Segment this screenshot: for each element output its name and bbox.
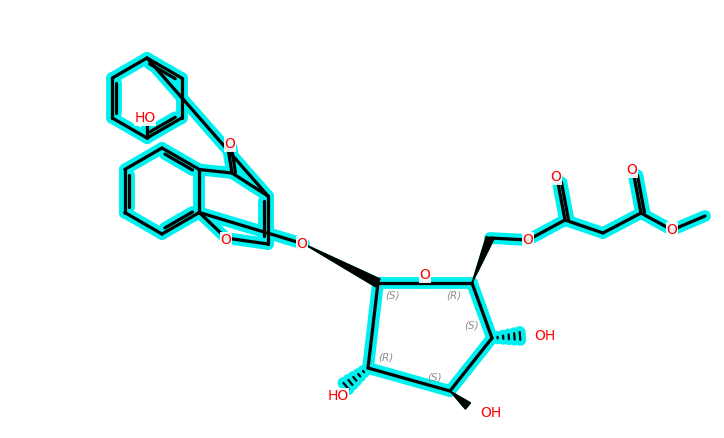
Text: (S): (S) bbox=[465, 321, 479, 331]
Text: (S): (S) bbox=[386, 290, 400, 300]
Text: OH: OH bbox=[480, 406, 501, 420]
Text: O: O bbox=[420, 268, 431, 282]
Text: O: O bbox=[550, 170, 561, 184]
Polygon shape bbox=[472, 237, 494, 283]
Polygon shape bbox=[304, 244, 380, 287]
Polygon shape bbox=[472, 237, 494, 283]
Text: O: O bbox=[667, 223, 678, 237]
Text: O: O bbox=[523, 233, 534, 247]
Text: (S): (S) bbox=[428, 372, 442, 382]
Polygon shape bbox=[450, 391, 471, 409]
Polygon shape bbox=[450, 391, 471, 409]
Text: (R): (R) bbox=[447, 290, 462, 300]
Text: O: O bbox=[221, 233, 232, 247]
Text: O: O bbox=[297, 237, 308, 251]
Polygon shape bbox=[304, 244, 380, 287]
Text: (R): (R) bbox=[379, 353, 394, 363]
Text: HO: HO bbox=[135, 111, 156, 125]
Text: O: O bbox=[224, 137, 235, 151]
Text: O: O bbox=[626, 163, 637, 177]
Text: OH: OH bbox=[534, 329, 555, 343]
Text: HO: HO bbox=[327, 389, 349, 403]
